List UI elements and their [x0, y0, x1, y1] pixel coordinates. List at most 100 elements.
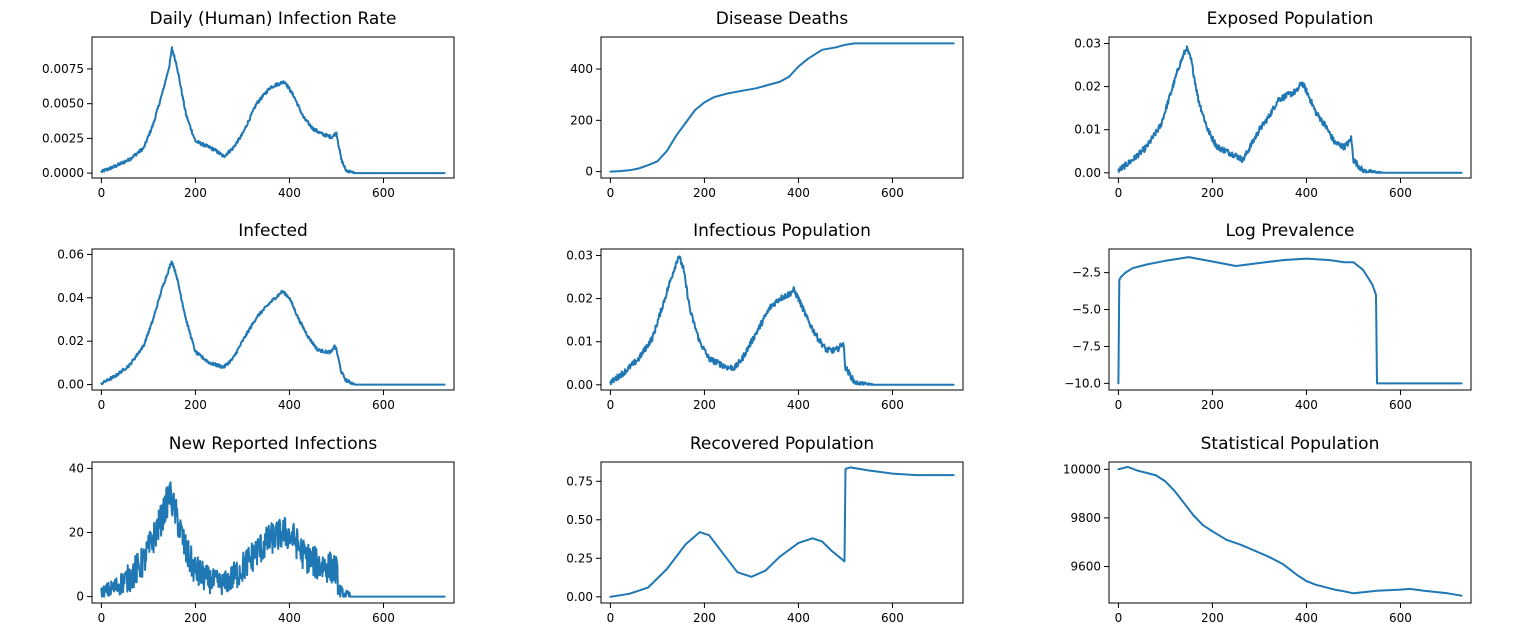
x-tick-label: 600 [1389, 186, 1412, 200]
y-tick-label: 0.75 [566, 474, 593, 488]
y-tick-label: 0 [585, 165, 593, 179]
x-tick-label: 0 [607, 186, 615, 200]
series-line [609, 466, 955, 598]
series-line [1117, 256, 1463, 385]
x-tick-label: 400 [278, 398, 301, 412]
subplot-disease-deaths: Disease Deaths 0 200 400 600 0 200 400 [570, 9, 964, 200]
x-tick-label: 600 [372, 611, 395, 625]
x-tick-label: 400 [278, 186, 301, 200]
series-line [100, 260, 446, 386]
x-tick-label: 600 [881, 186, 904, 200]
y-tick-label: 0.00 [566, 378, 593, 392]
x-tick-label: 400 [1295, 398, 1318, 412]
y-tick-label: 0.25 [566, 551, 593, 565]
axes-frame [1108, 248, 1472, 391]
y-tick-label: 0.01 [1074, 123, 1101, 137]
subplot-recovered-population: Recovered Population 0 200 400 600 0.00 0.25 0.… [566, 434, 964, 625]
plot-title: Infected [238, 221, 308, 241]
x-tick-label: 200 [184, 186, 207, 200]
y-tick-label: 0.02 [1074, 80, 1101, 94]
y-tick-label: −2.5 [1072, 266, 1101, 280]
axes-frame [91, 36, 455, 179]
x-tick-label: 400 [787, 186, 810, 200]
y-tick-label: 0.01 [566, 335, 593, 349]
y-tick-label: 0.0050 [42, 97, 84, 111]
axes-frame [1108, 36, 1472, 179]
axes-frame [91, 248, 455, 391]
x-tick-label: 200 [693, 186, 716, 200]
y-tick-label: 0.50 [566, 513, 593, 527]
y-tick-label: 0.0000 [42, 166, 84, 180]
x-tick-label: 200 [1201, 186, 1224, 200]
x-tick-label: 400 [1295, 186, 1318, 200]
y-tick-label: 0.0025 [42, 131, 84, 145]
plot-title: Statistical Population [1201, 434, 1380, 454]
x-tick-label: 600 [1389, 611, 1412, 625]
x-tick-label: 400 [787, 611, 810, 625]
y-tick-label: 0.06 [57, 247, 84, 261]
y-tick-label: −10.0 [1064, 376, 1101, 390]
x-tick-label: 200 [184, 611, 207, 625]
y-tick-label: 20 [69, 526, 84, 540]
x-tick-label: 600 [1389, 398, 1412, 412]
series-line [609, 255, 955, 386]
y-tick-label: 10000 [1063, 462, 1101, 476]
y-tick-label: 0.02 [566, 292, 593, 306]
y-tick-label: 0.03 [1074, 36, 1101, 50]
series-line [100, 46, 446, 175]
y-tick-label: 200 [570, 113, 593, 127]
y-tick-label: 0.02 [57, 334, 84, 348]
x-tick-label: 200 [693, 611, 716, 625]
x-tick-label: 0 [1115, 611, 1123, 625]
subplot-statistical-population: Statistical Population 0 200 400 600 9600 9800… [1063, 434, 1472, 625]
y-tick-label: 0.00 [1074, 166, 1101, 180]
subplot-infected: Infected 0 200 400 600 0.00 0.02 0.04 0.06 [57, 221, 455, 412]
plot-title: Log Prevalence [1225, 221, 1354, 241]
plot-title: Exposed Population [1207, 9, 1374, 29]
x-tick-label: 0 [1115, 398, 1123, 412]
series-line [1117, 45, 1463, 174]
x-tick-label: 400 [787, 398, 810, 412]
subplot-log-prevalence: Log Prevalence 0 200 400 600 −2.5 −5.0 −7.5 −10.… [1064, 221, 1472, 412]
y-tick-label: 0 [76, 590, 84, 604]
y-tick-label: 0.03 [566, 248, 593, 262]
x-tick-label: 0 [607, 398, 615, 412]
subplot-infectious-population: Infectious Population 0 200 400 600 0.00 0.01 0… [566, 221, 964, 412]
series-line [1117, 465, 1463, 597]
y-tick-label: 0.00 [57, 378, 84, 392]
x-tick-label: 600 [372, 398, 395, 412]
x-tick-label: 0 [98, 186, 106, 200]
subplot-exposed-population: Exposed Population 0 200 400 600 0.00 0.01 0.02… [1074, 9, 1472, 200]
axes-frame [600, 248, 964, 391]
plot-title: Recovered Population [690, 434, 874, 454]
x-tick-label: 600 [881, 398, 904, 412]
y-tick-label: 400 [570, 62, 593, 76]
plot-title: Daily (Human) Infection Rate [150, 9, 397, 29]
x-tick-label: 600 [372, 186, 395, 200]
y-tick-label: 0.00 [566, 590, 593, 604]
y-tick-label: 40 [69, 461, 84, 475]
y-tick-label: 0.0075 [42, 62, 84, 76]
plot-title: Disease Deaths [716, 9, 849, 29]
x-tick-label: 200 [1201, 611, 1224, 625]
axes-frame [600, 36, 964, 179]
axes-frame [600, 461, 964, 604]
y-tick-label: −7.5 [1072, 339, 1101, 353]
x-tick-label: 200 [1201, 398, 1224, 412]
plot-title: New Reported Infections [169, 434, 378, 454]
axes-frame [1108, 461, 1472, 604]
y-tick-label: 0.04 [57, 291, 84, 305]
x-tick-label: 0 [98, 398, 106, 412]
x-tick-label: 200 [184, 398, 207, 412]
x-tick-label: 0 [1115, 186, 1123, 200]
x-tick-label: 0 [98, 611, 106, 625]
y-tick-label: 9800 [1070, 511, 1101, 525]
series-line [100, 481, 446, 598]
x-tick-label: 400 [1295, 611, 1318, 625]
x-tick-label: 600 [881, 611, 904, 625]
subplot-daily-human-infection-rate: Daily (Human) Infection Rate 0 200 400 600 0.… [42, 9, 455, 200]
series-line [609, 42, 955, 173]
x-tick-label: 200 [693, 398, 716, 412]
x-tick-label: 400 [278, 611, 301, 625]
